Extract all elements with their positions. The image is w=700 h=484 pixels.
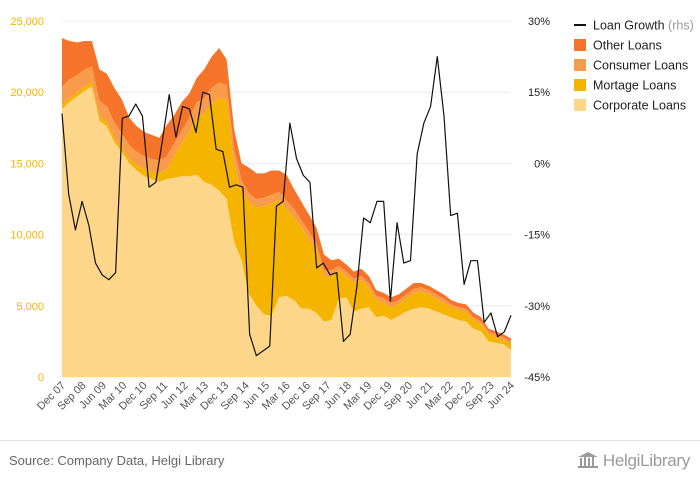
- footer: Source: Company Data, Helgi Library Helg…: [0, 440, 700, 484]
- right-tick-label: 30%: [528, 16, 550, 28]
- legend-color-swatch: [574, 59, 586, 71]
- left-tick-label: 25,000: [10, 16, 44, 28]
- right-tick-label: 0%: [534, 158, 550, 170]
- area-consumer-loans: [62, 66, 511, 345]
- legend-color-swatch: [574, 79, 586, 91]
- legend-label: Loan Growth (rhs): [593, 19, 694, 33]
- legend-item[interactable]: Loan Growth (rhs): [574, 19, 694, 33]
- stacked-areas: [62, 38, 511, 377]
- legend-item[interactable]: Mortage Loans: [574, 79, 676, 93]
- legend-label: Mortage Loans: [593, 79, 676, 93]
- loan-growth-line: [61, 55, 512, 357]
- legend-label: Consumer Loans: [593, 59, 688, 73]
- left-tick-label: 20,000: [10, 87, 44, 99]
- area-mortage-loans: [62, 82, 511, 350]
- left-tick-label: 0: [38, 372, 44, 384]
- right-tick-label: 15%: [528, 87, 550, 99]
- legend-label: Other Loans: [593, 39, 662, 53]
- right-tick-label: -30%: [524, 301, 550, 313]
- library-icon: [577, 452, 598, 468]
- left-tick-label: 10,000: [10, 230, 44, 242]
- left-tick-label: 5,000: [16, 301, 44, 313]
- legend-item[interactable]: Consumer Loans: [574, 59, 688, 73]
- left-tick-label: 15,000: [10, 158, 44, 170]
- legend-item[interactable]: Corporate Loans: [574, 99, 686, 113]
- area-corporate-loans: [62, 86, 511, 377]
- left-axis: 0 5,000 10,000 15,000 20,000 25,000: [10, 16, 44, 384]
- area-other-loans: [62, 38, 511, 342]
- legend-color-swatch: [574, 99, 586, 111]
- legend-label-suffix: (rhs): [665, 19, 694, 33]
- source-text: Source: Company Data, Helgi Library: [9, 453, 225, 468]
- right-tick-label: -45%: [524, 372, 550, 384]
- brand-logo[interactable]: HelgiLibrary: [577, 451, 690, 471]
- loan-growth-line-layer: [61, 55, 512, 357]
- right-axis: -45% -30% -15% 0% 15% 30%: [524, 16, 550, 384]
- brand-name: HelgiLibrary: [602, 451, 690, 470]
- right-tick-label: -15%: [524, 230, 550, 242]
- legend-item[interactable]: Other Loans: [574, 39, 662, 53]
- legend-color-swatch: [574, 39, 586, 51]
- legend-label: Corporate Loans: [593, 99, 686, 113]
- legend[interactable]: Loan Growth (rhs) Other Loans Consumer Loa…: [574, 19, 694, 113]
